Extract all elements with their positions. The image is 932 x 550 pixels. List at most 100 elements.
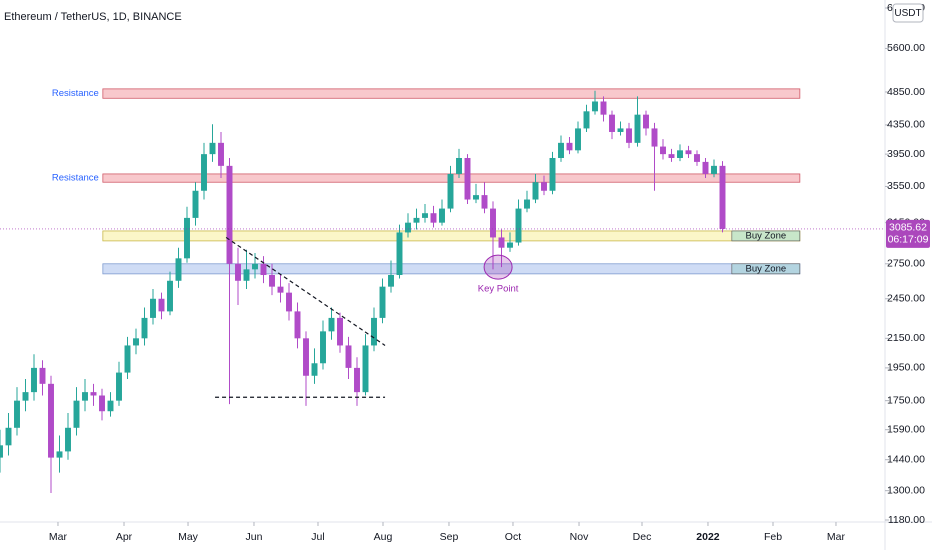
candle-body: [184, 217, 190, 259]
candle-body: [583, 111, 590, 129]
zone: [102, 230, 801, 242]
x-tick-label: Mar: [49, 531, 68, 543]
candle-body: [277, 286, 284, 293]
candle-body: [158, 298, 165, 312]
candle-body: [626, 128, 632, 143]
candle-body: [235, 263, 241, 281]
zone-label-box: [731, 230, 801, 242]
x-tick-label: Sep: [440, 531, 459, 543]
x-tick-label: Apr: [116, 531, 133, 543]
candle-body: [337, 317, 343, 346]
candle-body: [515, 208, 522, 243]
candle-body: [677, 150, 683, 158]
y-tick-label: 2750.00: [887, 258, 925, 270]
candle-body: [150, 298, 156, 318]
candle-body: [405, 222, 411, 233]
candle-body: [634, 114, 641, 143]
candle-body: [22, 392, 29, 401]
candle-body: [286, 292, 292, 312]
candle-body: [328, 317, 335, 332]
x-tick-label: Aug: [374, 531, 393, 543]
candle-body: [694, 154, 700, 162]
countdown: 06:17:09: [888, 234, 929, 246]
candle-body: [396, 232, 403, 276]
y-tick-label: 3550.00: [887, 180, 925, 192]
candle-body: [371, 317, 377, 346]
candle-body: [90, 392, 97, 396]
currency-box: [892, 3, 924, 23]
candle-body: [107, 400, 114, 412]
candle-body: [507, 242, 513, 248]
y-tick-label: 2450.00: [887, 293, 925, 305]
x-tick-label: Nov: [570, 531, 589, 543]
key-point: [483, 254, 513, 280]
zone-label: Buy Zone: [746, 263, 787, 274]
candle-body: [5, 427, 12, 446]
y-tick-label: 1440.00: [887, 453, 925, 465]
candle-body: [65, 427, 71, 452]
candle-body: [0, 445, 3, 458]
candle-body: [82, 392, 88, 401]
candle-body: [362, 345, 369, 393]
key-point-label: Key Point: [478, 284, 519, 295]
x-tick-label: May: [178, 531, 199, 543]
candle-body: [422, 213, 428, 218]
candle-body: [99, 395, 105, 412]
x-tick-label: Feb: [764, 531, 782, 543]
candle-body: [243, 269, 250, 281]
candle-body: [464, 157, 471, 200]
candle-body: [558, 142, 564, 158]
y-tick-label: 3950.00: [887, 148, 925, 160]
candle-body: [252, 263, 258, 270]
candle-body: [56, 451, 63, 458]
candle-body: [617, 128, 624, 132]
candle-body: [354, 367, 360, 393]
chart-title: Ethereum / TetherUS, 1D, BINANCE: [4, 11, 182, 23]
currency: USDT: [894, 8, 921, 19]
candle-body: [303, 338, 309, 376]
candle-body: [456, 157, 462, 174]
candle-body: [668, 154, 675, 158]
candle-body: [447, 173, 454, 209]
candle-body: [651, 128, 658, 147]
candle-body: [311, 363, 318, 376]
candle-body: [133, 338, 139, 346]
candle-body: [413, 217, 420, 223]
candle-body: [48, 383, 54, 458]
y-tick-label: 4850.00: [887, 86, 925, 98]
candle-body: [260, 263, 267, 276]
zone-label-box: [731, 263, 801, 275]
candle-body: [592, 101, 598, 112]
candle-body: [192, 190, 199, 218]
candle-body: [39, 367, 46, 384]
x-tick-label: Jun: [246, 531, 263, 543]
candle-body: [481, 195, 488, 209]
zone: [102, 88, 801, 99]
x-tick-label: 2022: [696, 531, 720, 543]
x-tick-label: Dec: [633, 531, 652, 543]
candle-body: [167, 280, 173, 312]
candle-body: [575, 128, 581, 151]
candle-body: [14, 400, 20, 428]
candle-body: [473, 195, 479, 200]
candle-body: [294, 311, 301, 339]
candle-body: [541, 182, 547, 191]
x-tick-label: Jul: [311, 531, 324, 543]
candle-body: [685, 150, 692, 155]
candle-body: [549, 157, 556, 191]
candle-body: [388, 275, 394, 287]
y-tick-label: 5600.00: [887, 42, 925, 54]
y-tick-label: 1180.00: [888, 514, 925, 526]
zone-label: Resistance: [52, 173, 99, 184]
candle-body: [532, 182, 539, 200]
candle-body: [116, 372, 122, 401]
candle-body: [201, 154, 207, 191]
candle-body: [209, 142, 216, 155]
candle-body: [566, 142, 573, 151]
candle-body: [226, 165, 233, 264]
candle-body: [175, 258, 182, 281]
y-tick-label: 4350.00: [887, 119, 925, 131]
candle-body: [31, 367, 37, 393]
